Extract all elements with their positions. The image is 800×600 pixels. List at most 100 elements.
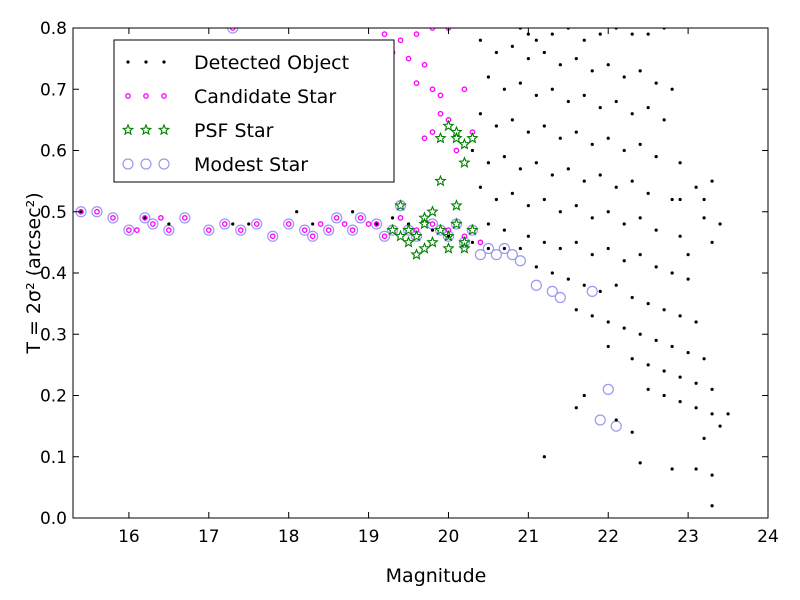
data-point [442, 119, 455, 132]
data-point [227, 28, 239, 34]
data-point [219, 218, 231, 230]
data-point [267, 230, 279, 242]
data-point [654, 81, 658, 85]
x-tick-label: 16 [118, 527, 140, 547]
legend-marker [122, 158, 134, 170]
data-point [458, 156, 471, 168]
data-point [421, 135, 428, 142]
data-point [253, 221, 260, 227]
data-point [598, 289, 602, 293]
data-point [494, 197, 498, 202]
data-point [606, 320, 610, 324]
legend-label: Detected Object [194, 52, 349, 74]
data-point [710, 412, 714, 416]
data-point [622, 148, 626, 153]
data-point [710, 387, 714, 391]
data-point [79, 210, 83, 214]
legend-marker [121, 123, 135, 136]
data-point [349, 227, 356, 233]
data-point [638, 253, 642, 257]
data-point [678, 161, 682, 165]
y-axis-title: T = 2σ² (arcsec²) [23, 192, 45, 354]
data-point [123, 224, 135, 236]
data-point [354, 212, 367, 224]
data-point [526, 57, 530, 61]
data-point [526, 234, 530, 238]
data-point [670, 197, 674, 202]
data-point [394, 199, 407, 211]
data-point [598, 106, 602, 110]
data-point [686, 277, 690, 281]
data-point [606, 344, 610, 349]
data-point [229, 28, 236, 31]
data-point [574, 204, 578, 208]
data-point [638, 461, 642, 465]
data-point [205, 227, 212, 233]
data-point [450, 199, 463, 211]
y-tick-label: 0.1 [40, 448, 67, 468]
data-point [574, 57, 578, 61]
data-point [586, 285, 598, 297]
data-point [477, 239, 484, 246]
data-point [510, 191, 514, 195]
data-point [397, 37, 404, 44]
data-point [410, 229, 423, 242]
data-point [638, 332, 642, 336]
data-point [546, 285, 558, 297]
data-point [490, 249, 502, 261]
data-point [158, 215, 164, 221]
data-point [678, 314, 682, 318]
data-point [630, 179, 634, 183]
data-point [582, 179, 586, 183]
data-point [150, 221, 156, 227]
data-point [466, 131, 479, 144]
data-point [430, 228, 435, 232]
data-point [534, 161, 538, 165]
data-point [554, 291, 566, 304]
data-point [646, 363, 650, 367]
data-point [235, 224, 247, 236]
data-point [237, 227, 244, 233]
data-point [582, 38, 586, 42]
data-point [325, 227, 332, 233]
data-point [622, 222, 626, 226]
data-point [203, 224, 215, 236]
legend-entry: Candidate Star [125, 86, 336, 108]
data-point [594, 414, 606, 426]
data-point [574, 240, 578, 244]
data-point [494, 124, 498, 128]
data-point [221, 221, 228, 227]
data-point [654, 155, 658, 159]
data-point [247, 222, 251, 226]
series-psf-star [386, 119, 479, 260]
data-point [107, 212, 119, 224]
data-point [662, 369, 666, 373]
data-point [534, 265, 538, 269]
legend-marker [140, 158, 152, 170]
data-point [486, 246, 491, 251]
x-axis-title: Magnitude [386, 565, 487, 587]
data-point [94, 208, 100, 215]
legend-entry: Modest Star [122, 154, 308, 176]
data-point [482, 242, 495, 255]
data-point [542, 50, 546, 55]
data-point [450, 217, 463, 230]
data-point [542, 455, 546, 459]
legend-marker [139, 123, 153, 136]
data-point [534, 93, 538, 97]
data-point [590, 69, 594, 73]
data-point [694, 406, 698, 410]
data-point [421, 61, 428, 68]
data-point [418, 211, 431, 224]
data-point [638, 216, 642, 220]
data-point [502, 155, 506, 159]
data-point [702, 197, 706, 202]
series-detected-object [79, 28, 730, 508]
data-point [630, 32, 634, 36]
data-point [670, 271, 674, 275]
data-point [550, 173, 554, 177]
data-point [590, 216, 594, 220]
data-point [542, 240, 546, 244]
data-point [670, 344, 674, 349]
